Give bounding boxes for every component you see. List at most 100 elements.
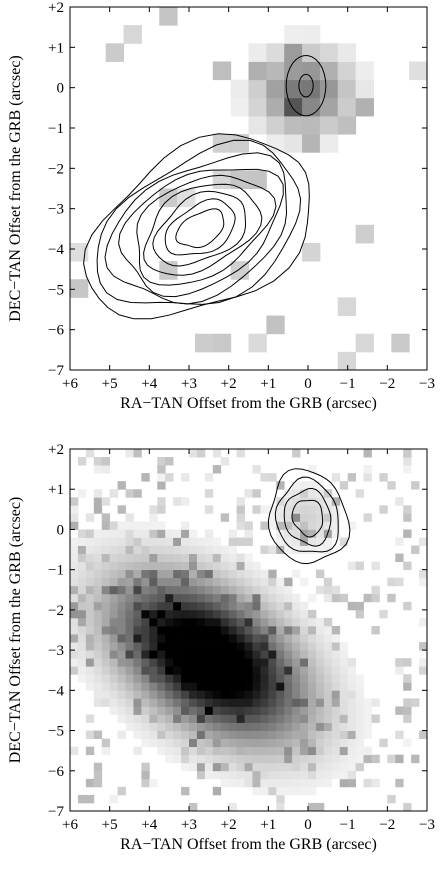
pixel: [212, 617, 222, 627]
pixel: [347, 738, 356, 748]
pixel: [109, 706, 118, 715]
pixel: [133, 690, 142, 699]
pixel: [196, 762, 206, 772]
pixel: [347, 778, 356, 788]
pixel: [331, 666, 341, 675]
pixel: [302, 97, 321, 117]
pixel: [196, 561, 206, 571]
pixel: [292, 658, 301, 667]
pixel: [157, 706, 166, 715]
pixel: [236, 617, 245, 627]
contours: [267, 468, 351, 565]
pixel: [220, 634, 230, 643]
pixel: [228, 577, 237, 587]
pixel: [85, 545, 95, 554]
pixel: [331, 706, 341, 715]
pixel: [260, 674, 269, 683]
pixel: [323, 489, 333, 498]
pixel: [300, 762, 309, 772]
pixel: [181, 730, 190, 739]
pixel: [292, 449, 301, 458]
pixel: [109, 545, 118, 554]
pixel: [355, 730, 364, 739]
pixel: [101, 457, 111, 466]
pixel: [323, 593, 333, 603]
pixel: [101, 561, 111, 571]
pixel: [284, 634, 293, 643]
pixel: [159, 188, 178, 208]
pixel: [419, 537, 428, 546]
pixel: [252, 674, 261, 683]
pixel: [149, 569, 158, 579]
pixel: [323, 730, 333, 739]
pixel: [355, 738, 364, 748]
pixel: [173, 698, 182, 707]
pixel: [403, 674, 412, 683]
pixel: [355, 706, 364, 715]
pixel: [331, 762, 341, 772]
pixel: [347, 762, 356, 772]
pixel: [85, 577, 95, 587]
pixel: [403, 505, 412, 514]
x-tick-label: +6: [62, 376, 78, 392]
pixel: [133, 545, 142, 554]
pixel: [244, 489, 253, 498]
pixel: [212, 722, 222, 731]
pixel: [196, 722, 206, 731]
pixel: [181, 577, 190, 587]
pixel: [204, 561, 214, 571]
pixel: [292, 569, 301, 579]
pixel: [260, 658, 269, 667]
pixel: [244, 690, 253, 699]
pixel: [260, 650, 269, 659]
pixel: [181, 537, 190, 546]
pixel: [236, 666, 245, 675]
pixel: [230, 134, 249, 153]
pixel: [268, 634, 277, 643]
pixel: [181, 690, 190, 699]
x-tick-label: +6: [62, 817, 78, 833]
pixel: [387, 577, 396, 587]
pixel: [141, 625, 150, 635]
pixel: [308, 762, 317, 772]
pixel: [300, 698, 309, 707]
pixel: [276, 585, 285, 595]
pixel: [141, 561, 150, 571]
pixel: [339, 754, 349, 764]
pixel: [315, 674, 325, 683]
pixel: [395, 666, 404, 675]
pixel: [165, 577, 174, 587]
pixel: [419, 569, 428, 579]
pixel: [339, 714, 349, 723]
pixel: [77, 489, 87, 498]
pixel: [101, 682, 111, 691]
pixel: [85, 714, 95, 723]
pixel: [284, 714, 293, 723]
pixel: [212, 690, 222, 699]
pixel: [105, 43, 125, 62]
pixel: [268, 706, 277, 715]
pixel: [236, 625, 245, 635]
pixel: [157, 666, 166, 675]
pixel: [125, 666, 134, 675]
pixel: [266, 61, 285, 81]
pixel: [284, 786, 293, 796]
pixel: [236, 658, 245, 667]
pixel: [300, 730, 309, 739]
pixel: [93, 545, 103, 554]
pixel: [236, 770, 245, 780]
pixel: [315, 650, 325, 659]
pixel: [260, 722, 269, 731]
pixel: [93, 634, 103, 643]
pixel: [260, 786, 269, 796]
pixel: [133, 601, 142, 611]
pixel: [315, 738, 325, 748]
pixel: [319, 79, 339, 99]
pixel: [149, 682, 158, 691]
pixel: [244, 617, 253, 627]
pixel: [331, 650, 341, 659]
pixel: [165, 714, 174, 723]
pixel: [331, 625, 341, 635]
pixel: [252, 617, 261, 627]
pixel: [165, 537, 174, 546]
